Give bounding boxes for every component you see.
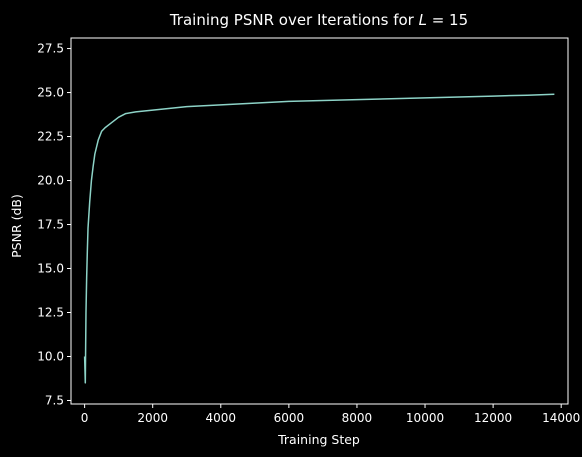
y-tick-label: 25.0 — [37, 86, 64, 100]
y-tick-label: 10.0 — [37, 349, 64, 363]
chart-title-prefix: Training PSNR over Iterations for — [169, 11, 419, 29]
y-tick-label: 15.0 — [37, 262, 64, 276]
x-tick-label: 10000 — [406, 411, 444, 425]
y-tick-label: 7.5 — [45, 393, 64, 407]
chart-title-variable: L — [419, 11, 427, 29]
x-tick-label: 4000 — [206, 411, 237, 425]
axes-frame — [70, 37, 569, 405]
plot-area: 0 2000 4000 6000 8000 10000 12000 14000 7.5 10.0 1… — [37, 37, 580, 425]
y-tick-label: 17.5 — [37, 218, 64, 232]
chart-title: Training PSNR over Iterations for L = 15 — [169, 11, 468, 29]
y-tick-label: 27.5 — [37, 42, 64, 56]
x-tick-label: 8000 — [342, 411, 373, 425]
x-tick-label: 2000 — [137, 411, 168, 425]
psnr-series-line — [83, 93, 555, 384]
y-axis-label: PSNR (dB) — [9, 194, 24, 258]
y-tick-label: 12.5 — [37, 306, 64, 320]
x-tick-label: 14000 — [542, 411, 580, 425]
x-tick-label: 6000 — [274, 411, 305, 425]
x-axis-label: Training Step — [277, 432, 360, 447]
y-tick-label: 20.0 — [37, 174, 64, 188]
y-tick-label: 22.5 — [37, 130, 64, 144]
chart-title-suffix: = 15 — [427, 11, 468, 29]
x-tick-label: 0 — [81, 411, 89, 425]
x-tick-label: 12000 — [474, 411, 512, 425]
